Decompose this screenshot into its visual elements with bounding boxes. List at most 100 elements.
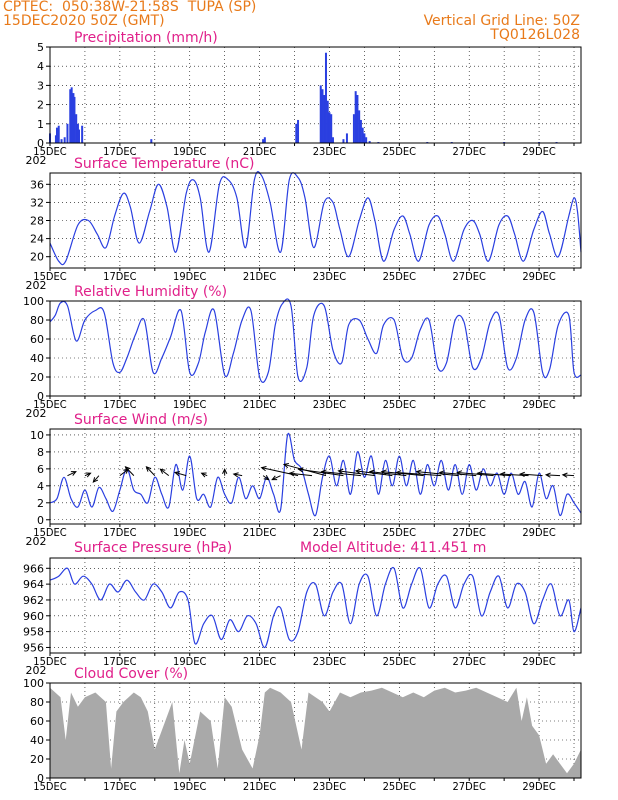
pressure-ytick-label: 966 xyxy=(23,562,44,575)
precip-bar xyxy=(262,139,265,143)
precip-bar xyxy=(70,87,73,143)
cloud-panel: 0 20 40 60 80 100 15DEC 17DEC 19DEC 21DEC 23DEC 25D… xyxy=(23,666,582,793)
wind-arrow-shaft xyxy=(439,471,477,477)
pressure-year-label: 202 xyxy=(26,664,47,677)
pressure-xtick-label: 27DEC xyxy=(453,655,486,668)
precip-ytick-label: 1 xyxy=(37,118,44,131)
wind-arrow-head xyxy=(173,471,181,477)
wind-arrow xyxy=(92,475,100,483)
wind-xtick-label: 23DEC xyxy=(313,526,346,539)
precip-ytick-label: 0 xyxy=(37,137,44,150)
wind-arrow xyxy=(415,469,459,477)
wind-arrow-head xyxy=(222,468,228,474)
temperature-xtick-label: 27DEC xyxy=(453,270,486,283)
humidity-frame xyxy=(49,300,582,397)
wind-arrow-shaft xyxy=(160,468,170,477)
cloud-xtick-label: 15DEC xyxy=(33,780,66,793)
wind-arrow-shaft xyxy=(338,470,375,477)
precip-ytick-label: 3 xyxy=(37,79,44,92)
cloud-ytick-label: 40 xyxy=(30,734,44,747)
wind-panel: 0 2 4 6 8 10 15DEC 17DEC 19DEC 21DEC 23DEC 25DEC 27D… xyxy=(26,412,582,548)
wind-arrow xyxy=(297,467,344,477)
precip-bar xyxy=(330,114,333,143)
precip-bar xyxy=(326,100,329,143)
wind-arrow-head xyxy=(263,475,270,481)
precip-bar xyxy=(319,85,322,143)
wind-xtick-label: 17DEC xyxy=(103,526,136,539)
wind-arrow-head xyxy=(519,471,526,477)
cloud-area xyxy=(50,687,581,778)
pressure-ytick-label: 964 xyxy=(23,578,44,591)
humidity-xtick-label: 29DEC xyxy=(522,398,555,411)
wind-ytick-label: 6 xyxy=(37,463,44,476)
temperature-title: Surface Temperature (nC) xyxy=(74,156,255,172)
precip-panel: 0 1 2 3 4 5 15DEC 17DEC 19DEC 21DEC 23DEC 25DEC 27DE… xyxy=(26,30,582,167)
wind-arrow xyxy=(260,466,299,477)
wind-series-line xyxy=(49,432,582,517)
wind-arrow-shaft xyxy=(562,474,575,477)
precip-bar xyxy=(69,89,72,143)
wind-year-label: 202 xyxy=(26,535,47,548)
wind-arrow-head xyxy=(456,470,463,476)
wind-arrow-head xyxy=(260,466,267,472)
wind-arrow xyxy=(519,471,543,477)
pressure-xtick-label: 29DEC xyxy=(522,655,555,668)
precip-bar xyxy=(342,139,345,143)
wind-arrow xyxy=(499,471,529,477)
precip-bar xyxy=(54,135,57,143)
cloud-ytick-label: 100 xyxy=(23,677,44,690)
precip-bar xyxy=(321,89,324,143)
precip-xtick-label: 17DEC xyxy=(103,145,136,158)
precip-ytick-label: 4 xyxy=(37,60,44,73)
temperature-series-line xyxy=(49,170,582,266)
wind-arrow-head xyxy=(297,467,304,473)
wind-arrow-shaft xyxy=(500,473,529,477)
precip-bar xyxy=(361,127,364,143)
temperature-ytick-label: 20 xyxy=(30,251,44,264)
cloud-xtick-label: 27DEC xyxy=(453,780,486,793)
precip-xtick-label: 23DEC xyxy=(313,145,346,158)
precip-bar xyxy=(359,119,362,143)
header-grid-line: Vertical Grid Line: 50Z xyxy=(423,13,580,29)
wind-arrow-head xyxy=(124,466,131,472)
precip-bar xyxy=(354,91,357,143)
wind-arrow-head xyxy=(70,471,77,476)
precip-frame xyxy=(49,46,582,144)
wind-arrow-head xyxy=(476,470,483,477)
precip-bar xyxy=(60,139,63,143)
wind-xtick-label: 29DEC xyxy=(522,526,555,539)
wind-title: Surface Wind (m/s) xyxy=(74,412,208,428)
wind-arrow xyxy=(288,471,313,477)
precip-bar xyxy=(365,137,368,143)
temperature-panel: 20 24 28 32 36 15DEC 17DEC 19DEC 21DEC 23DEC 25DEC… xyxy=(26,156,582,292)
wind-arrow-head xyxy=(159,468,166,474)
wind-arrow xyxy=(320,469,361,477)
precip-bar xyxy=(356,95,359,143)
wind-arrow-head xyxy=(288,471,295,477)
precip-bar xyxy=(352,114,355,143)
cloud-title: Cloud Cover (%) xyxy=(74,666,188,682)
precip-bar xyxy=(324,52,327,144)
cloud-xtick-label: 17DEC xyxy=(103,780,136,793)
wind-arrow-shaft xyxy=(125,466,135,476)
wind-ytick-label: 8 xyxy=(37,446,44,459)
wind-arrow-shaft xyxy=(457,471,494,477)
temperature-ytick-label: 28 xyxy=(30,215,44,228)
precip-ytick-label: 5 xyxy=(37,41,44,54)
wind-arrow-head xyxy=(271,475,278,481)
wind-xtick-label: 21DEC xyxy=(243,526,276,539)
cloud-frame xyxy=(49,682,582,779)
wind-arrow-shaft xyxy=(381,471,424,477)
cloud-xtick-label: 23DEC xyxy=(313,780,346,793)
wind-arrow xyxy=(232,472,243,478)
humidity-title: Relative Humidity (%) xyxy=(74,284,227,300)
precip-bar xyxy=(368,141,371,143)
wind-arrow xyxy=(337,468,375,477)
precip-xtick-label: 15DEC xyxy=(33,145,66,158)
wind-arrow xyxy=(476,470,512,477)
precip-bar xyxy=(323,95,326,143)
wind-arrow xyxy=(380,469,424,477)
wind-xtick-label: 15DEC xyxy=(33,526,66,539)
humidity-ytick-label: 20 xyxy=(30,371,44,384)
